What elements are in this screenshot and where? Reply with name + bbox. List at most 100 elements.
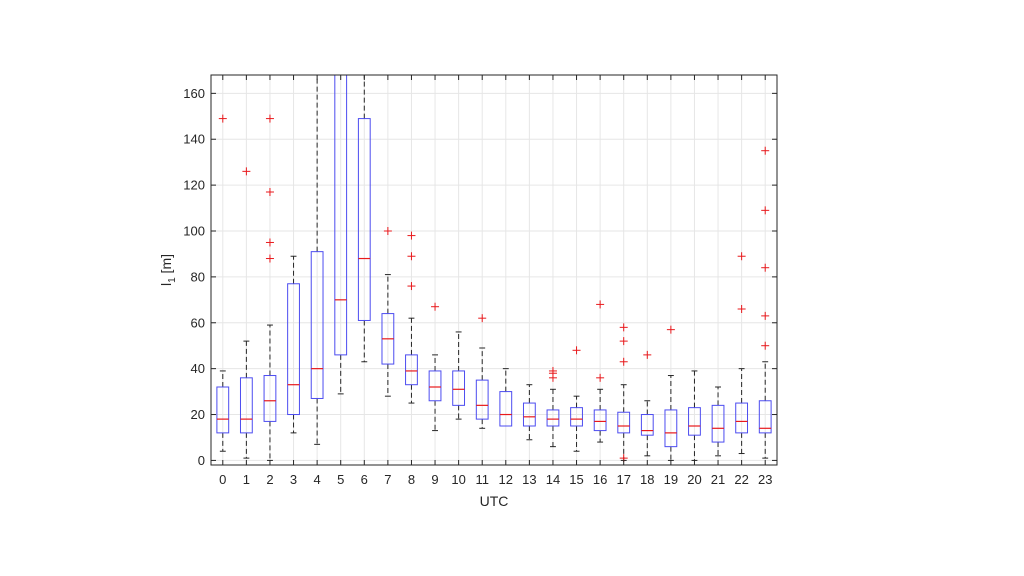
x-tick-label: 17	[616, 472, 630, 487]
box-group-2	[263, 114, 277, 461]
box-group-16	[593, 300, 607, 443]
outlier-marker	[265, 114, 274, 123]
x-tick-label: 21	[711, 472, 725, 487]
iqr-box	[546, 409, 560, 427]
iqr-box	[405, 354, 418, 386]
outlier-marker	[737, 252, 746, 261]
box-group-8	[405, 231, 418, 404]
y-axis-label-unit: [m]	[158, 254, 174, 277]
x-tick-label: 19	[664, 472, 678, 487]
y-tick-label: 0	[198, 453, 205, 468]
iqr-box	[334, 75, 348, 356]
iqr-box	[263, 375, 277, 422]
box-group-17	[617, 323, 631, 463]
plot-frame	[210, 74, 778, 466]
outlier-marker	[643, 350, 652, 359]
x-tick-label: 0	[219, 472, 226, 487]
iqr-box	[640, 414, 654, 436]
y-tick-label: 120	[183, 178, 205, 193]
outlier-marker	[761, 263, 770, 272]
x-tick-label: 23	[758, 472, 772, 487]
x-tick-label: 7	[384, 472, 391, 487]
x-axis-label: UTC	[480, 493, 509, 509]
y-axis-label-main: l	[158, 283, 174, 286]
x-tick-label: 15	[569, 472, 583, 487]
outlier-marker	[619, 357, 628, 366]
outlier-marker	[242, 167, 251, 176]
box-group-9	[428, 302, 442, 432]
x-tick-label: 16	[593, 472, 607, 487]
iqr-box	[711, 404, 725, 443]
outlier-marker	[572, 346, 581, 355]
outlier-marker	[478, 314, 487, 323]
y-tick-label: 100	[183, 224, 205, 239]
outlier-marker	[761, 311, 770, 320]
x-tick-label: 22	[734, 472, 748, 487]
box-group-10	[452, 331, 466, 420]
y-tick-label: 140	[183, 132, 205, 147]
x-tick-label: 18	[640, 472, 654, 487]
box-group-12	[499, 368, 513, 427]
box-group-21	[711, 386, 725, 457]
x-tick-label: 5	[337, 472, 344, 487]
x-tick-label: 3	[290, 472, 297, 487]
outlier-marker	[619, 323, 628, 332]
x-tick-label: 10	[451, 472, 465, 487]
outlier-marker	[761, 146, 770, 155]
box-group-11	[475, 314, 489, 429]
iqr-box	[688, 407, 701, 436]
box-group-5	[334, 75, 348, 395]
outlier-marker	[407, 252, 416, 261]
outlier-marker	[265, 238, 274, 247]
y-tick-label: 40	[191, 361, 205, 376]
outlier-marker	[596, 373, 605, 382]
y-tick-label: 20	[191, 407, 205, 422]
y-tick-label: 80	[191, 269, 205, 284]
box-group-18	[640, 350, 654, 457]
box-group-13	[522, 384, 536, 441]
x-tick-label: 4	[314, 472, 321, 487]
outlier-marker	[383, 227, 392, 235]
box-group-1	[239, 167, 253, 459]
iqr-box	[664, 409, 678, 448]
outlier-marker	[596, 300, 605, 309]
iqr-box	[475, 379, 489, 420]
outlier-marker	[407, 282, 416, 291]
y-axis-label-sub: 1	[167, 277, 178, 283]
box-group-23	[758, 146, 772, 459]
y-tick-label: 60	[191, 315, 205, 330]
iqr-box	[310, 251, 324, 399]
x-tick-label: 9	[431, 472, 438, 487]
iqr-box	[428, 370, 442, 402]
box-group-14	[546, 366, 560, 448]
x-tick-label: 2	[266, 472, 273, 487]
box-group-15	[570, 346, 583, 452]
x-tick-label: 20	[687, 472, 701, 487]
x-tick-label: 6	[361, 472, 368, 487]
x-tick-label: 12	[499, 472, 513, 487]
x-tick-label: 13	[522, 472, 536, 487]
iqr-box	[452, 370, 466, 406]
iqr-box	[735, 402, 749, 434]
box-series	[216, 75, 772, 463]
x-tick-label: 14	[546, 472, 560, 487]
outlier-marker	[619, 337, 628, 346]
x-tick-label: 1	[243, 472, 250, 487]
box-group-22	[735, 252, 749, 455]
outlier-marker	[761, 341, 770, 350]
iqr-box	[357, 118, 371, 321]
outlier-marker	[548, 373, 557, 382]
box-group-4	[310, 75, 324, 445]
outlier-marker	[666, 325, 675, 334]
box-group-0	[216, 114, 230, 452]
box-group-19	[664, 325, 678, 461]
x-tick-label: 11	[475, 472, 489, 487]
outlier-marker	[218, 114, 227, 123]
outlier-marker	[265, 254, 274, 263]
iqr-box	[522, 402, 536, 427]
iqr-box	[593, 409, 607, 432]
box-group-6	[357, 75, 371, 363]
y-axis-label: l1 [m]	[158, 254, 178, 286]
